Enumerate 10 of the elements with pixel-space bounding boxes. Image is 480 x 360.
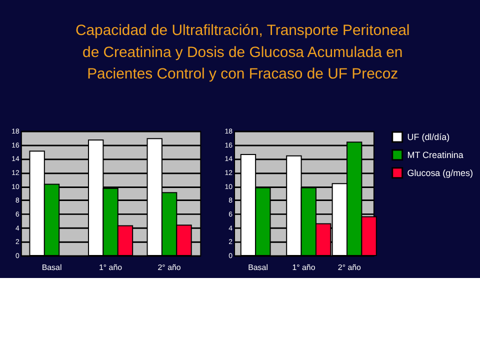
x-tick-label: 1° año <box>98 262 123 272</box>
x-tick-label: 2° año <box>158 262 182 272</box>
x-tick-label: Basal <box>248 262 268 272</box>
x-tick-label: 2° año <box>338 262 362 272</box>
text: Capacidad de Ultrafiltración, Transporte Peritoneal de Creatinina y Dosis de Glucosa Acumulada en Pacientes Control y con Fracaso de UF Precoz <box>75 22 410 83</box>
legend-label: Glucosa (g/mes) <box>407 168 473 178</box>
legend-label: MT Creatinina <box>407 150 464 160</box>
legend-label: UF (dl/día) <box>407 132 450 142</box>
x-tick-label: Basal <box>42 262 62 272</box>
x-tick-label: 1° año <box>292 262 316 272</box>
